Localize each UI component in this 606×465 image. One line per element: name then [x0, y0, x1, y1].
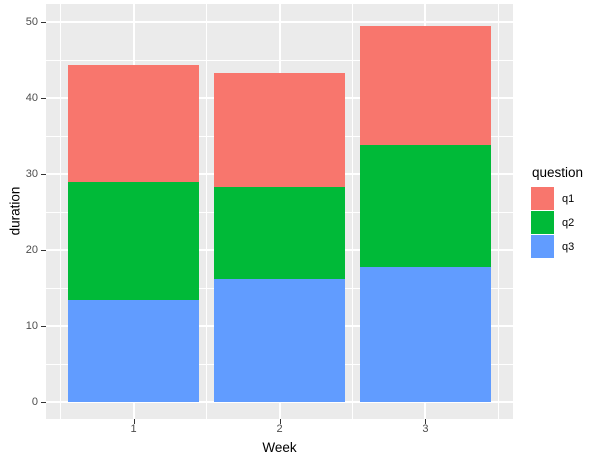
gridline-minor-v [206, 4, 208, 419]
legend-label: q3 [562, 240, 575, 253]
gridline-minor-v [60, 4, 62, 419]
bar-segment-q3-week1 [67, 300, 200, 402]
bar-segment-q1-week2 [213, 72, 346, 187]
legend-item-q2: q2 [531, 211, 583, 234]
plot-panel [46, 4, 513, 419]
y-tick-label: 50 [25, 16, 38, 28]
legend-title: question [532, 165, 584, 180]
x-tick-mark [133, 419, 135, 424]
y-tick-mark [41, 250, 46, 251]
gridline-minor-v [351, 4, 353, 419]
y-tick-mark [41, 326, 46, 327]
x-tick-mark [425, 419, 427, 424]
legend-key-q2 [531, 211, 554, 234]
y-tick-label: 20 [25, 244, 38, 256]
x-tick-mark [279, 419, 281, 424]
y-tick-label: 0 [31, 396, 38, 408]
legend-label: q2 [562, 216, 575, 229]
legend: question q1 q2 q3 [531, 165, 583, 259]
bar-segment-q2-week1 [67, 181, 200, 301]
legend-key-q1 [531, 187, 554, 210]
y-axis-title: duration [7, 186, 23, 236]
x-tick-label: 3 [422, 423, 429, 435]
bar-segment-q1-week1 [67, 65, 200, 182]
legend-key-q3 [531, 235, 554, 258]
bar-segment-q1-week3 [359, 25, 492, 146]
y-tick-mark [41, 402, 46, 403]
bar-segment-q2-week2 [213, 186, 346, 279]
bar-segment-q3-week2 [213, 278, 346, 402]
gridline-minor-v [497, 4, 499, 419]
bar-segment-q2-week3 [359, 145, 492, 267]
y-tick-label: 40 [25, 92, 38, 104]
legend-item-q3: q3 [531, 235, 583, 258]
legend-label: q1 [562, 192, 575, 205]
legend-item-q1: q1 [531, 187, 583, 210]
y-tick-mark [41, 22, 46, 23]
legend-items: q1 q2 q3 [531, 187, 583, 258]
x-tick-label: 2 [276, 423, 283, 435]
bar-segment-q3-week3 [359, 266, 492, 402]
y-tick-label: 30 [25, 168, 38, 180]
x-axis-title: Week [262, 440, 297, 455]
y-tick-label: 10 [25, 320, 38, 332]
y-tick-mark [41, 174, 46, 175]
y-tick-mark [41, 98, 46, 99]
x-tick-label: 1 [130, 423, 137, 435]
